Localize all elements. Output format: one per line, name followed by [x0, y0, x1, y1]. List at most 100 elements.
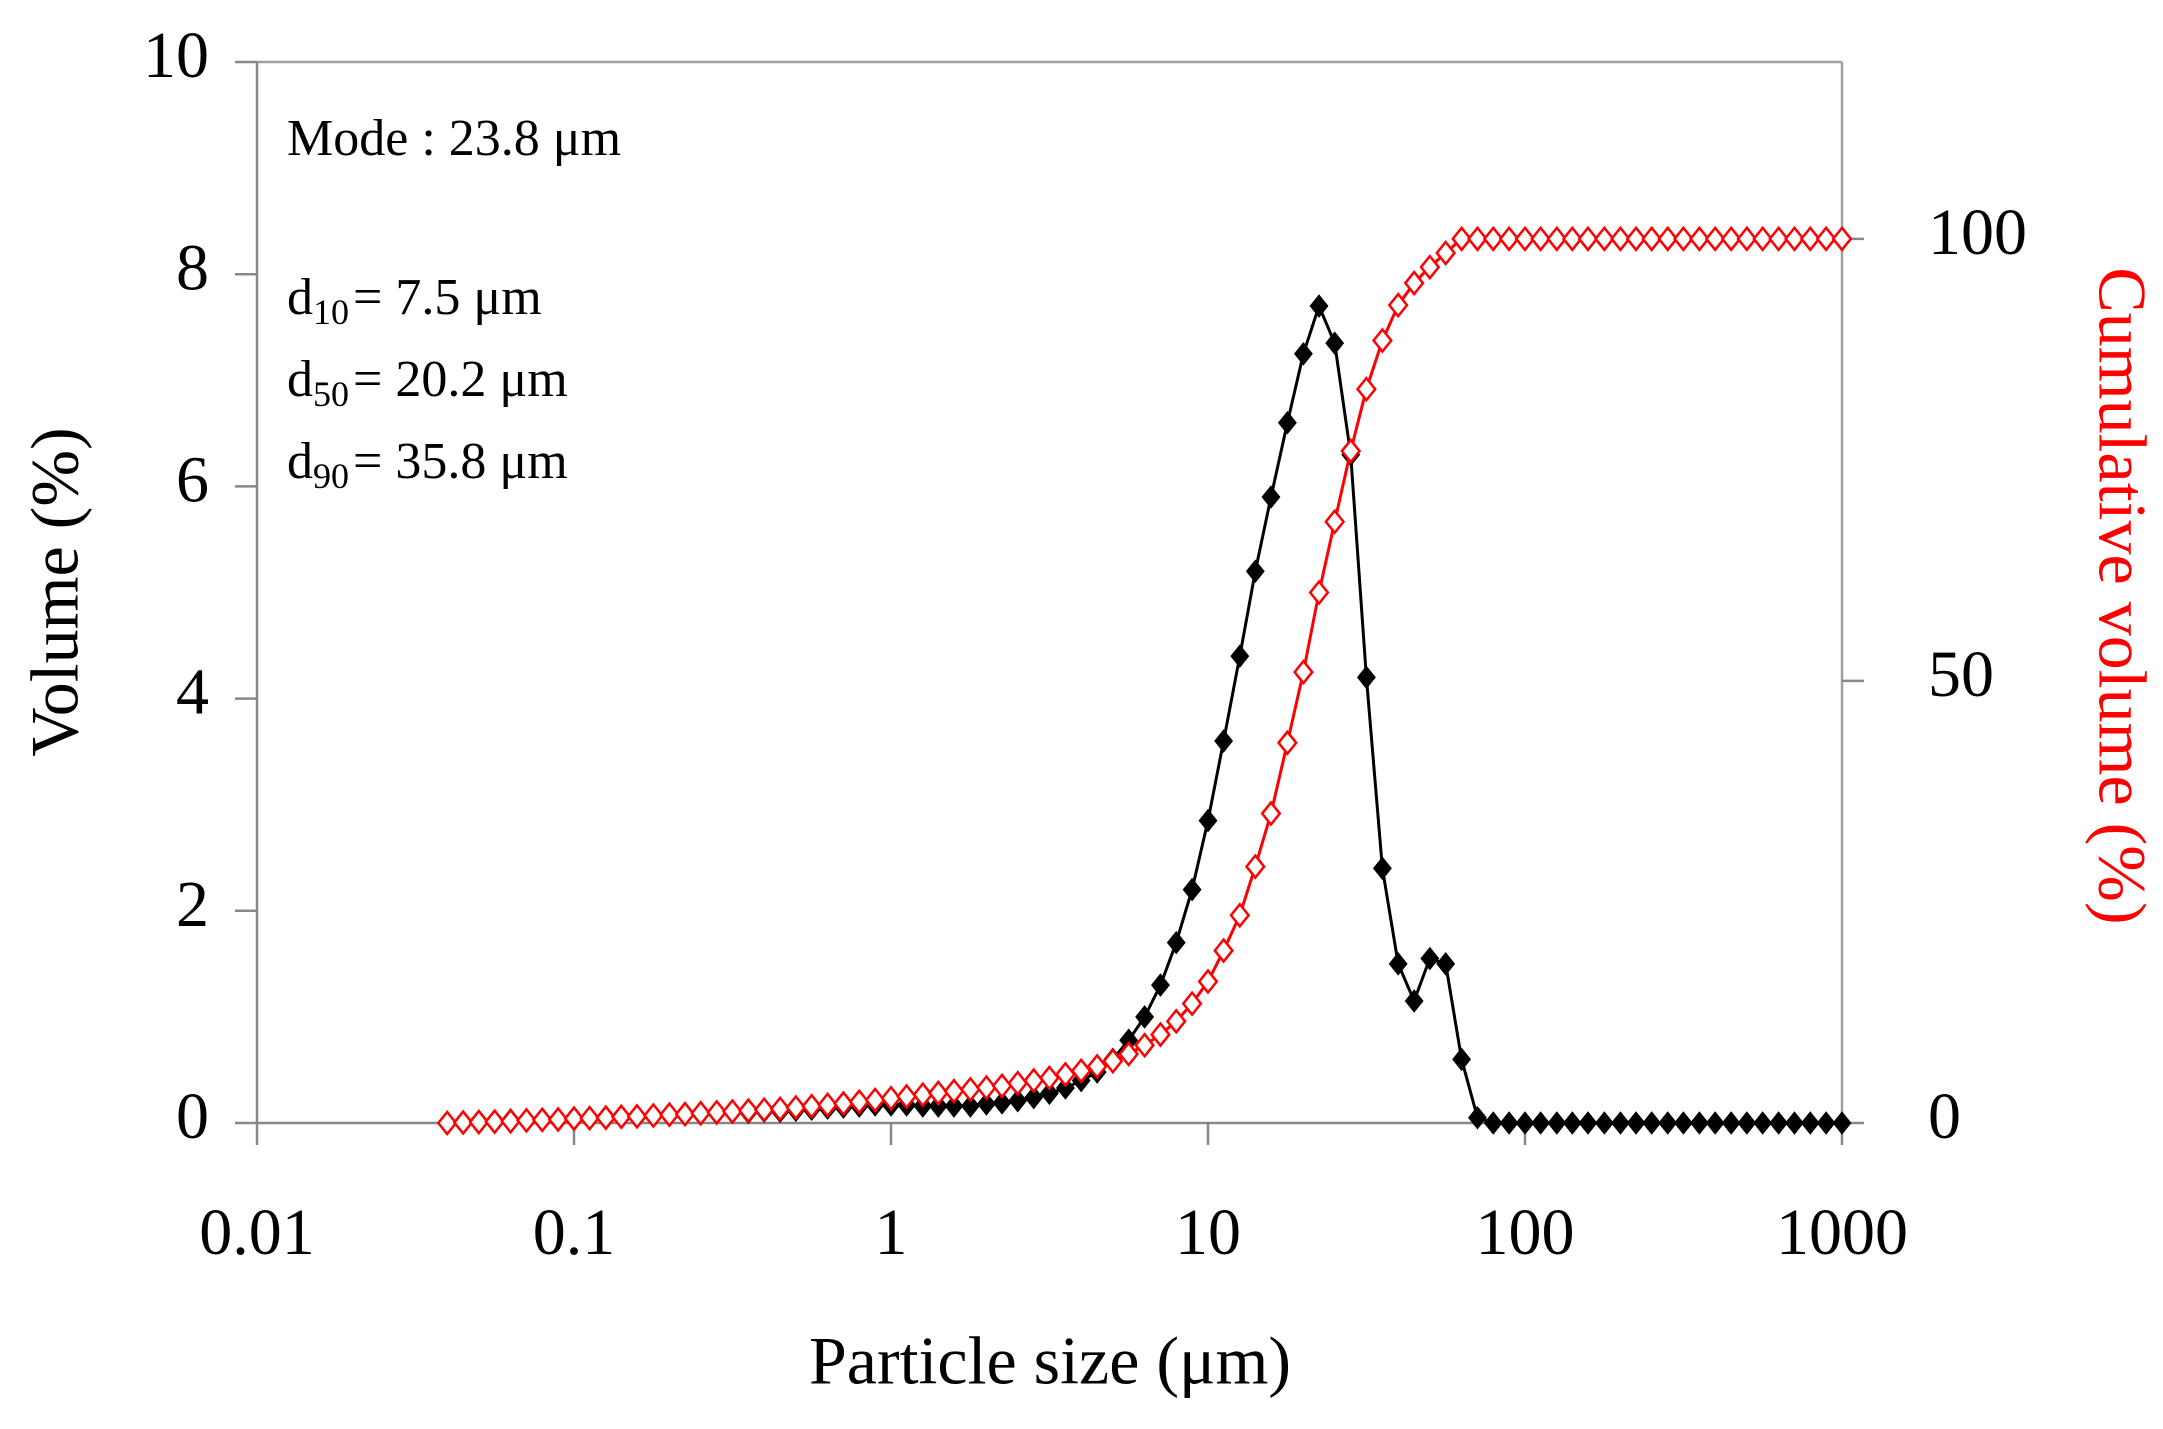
point-marker	[563, 1105, 585, 1132]
point-marker	[1689, 225, 1710, 252]
point-marker	[579, 1105, 601, 1132]
point-marker	[1340, 438, 1362, 465]
series-line	[447, 237, 1842, 1125]
point-marker	[1467, 225, 1488, 252]
point-marker	[1260, 800, 1282, 827]
point-marker	[1752, 225, 1774, 252]
point-marker	[817, 1091, 839, 1118]
annotation: Mode : 23.8 μm	[287, 110, 621, 167]
point-marker	[1118, 1041, 1140, 1068]
point-marker	[1657, 225, 1679, 252]
point-marker	[864, 1087, 886, 1114]
point-marker	[1198, 808, 1218, 833]
point-marker	[927, 1079, 949, 1106]
point-marker	[944, 1094, 964, 1118]
point-marker	[1799, 225, 1821, 252]
point-marker	[1562, 1111, 1582, 1135]
x-axis-title: Particle size (μm)	[809, 1323, 1291, 1399]
point-marker	[1531, 1111, 1551, 1135]
point-marker	[722, 1098, 743, 1125]
point-marker	[1404, 989, 1424, 1013]
point-marker	[1514, 225, 1536, 252]
y-tick-label: 6	[176, 444, 209, 517]
point-marker	[1276, 729, 1298, 756]
point-marker	[595, 1104, 617, 1131]
point-marker	[1261, 485, 1281, 509]
point-marker	[1769, 1111, 1789, 1135]
point-marker	[547, 1106, 569, 1133]
point-marker	[1166, 930, 1186, 955]
point-marker	[1547, 1111, 1567, 1135]
point-marker	[659, 1101, 680, 1128]
point-marker	[1594, 1111, 1614, 1135]
y-tick-label: 2	[176, 868, 209, 941]
point-marker	[1832, 1111, 1852, 1135]
point-marker	[1213, 937, 1235, 964]
point-marker	[1610, 1111, 1630, 1135]
annotation-rest: = 7.5 μm	[353, 269, 542, 326]
point-marker	[769, 1095, 791, 1122]
annotation-rest: = 35.8 μm	[353, 433, 568, 490]
point-marker	[976, 1074, 997, 1101]
point-marker	[1468, 1105, 1487, 1130]
annotation-base: d	[287, 269, 313, 326]
point-marker	[801, 1093, 823, 1120]
point-marker	[1721, 1111, 1741, 1135]
point-marker	[1070, 1057, 1092, 1084]
y2-tick-label: 100	[1928, 196, 2027, 269]
annotation-base: d	[287, 433, 313, 490]
point-marker	[674, 1101, 696, 1128]
point-marker	[976, 1092, 996, 1116]
point-marker	[1023, 1067, 1045, 1094]
annotation-subscript: 10	[313, 292, 349, 332]
point-marker	[626, 1103, 648, 1130]
point-marker	[1736, 225, 1758, 252]
point-marker	[1277, 410, 1297, 435]
point-marker	[690, 1100, 712, 1127]
point-marker	[738, 1097, 759, 1124]
point-marker	[1641, 225, 1663, 252]
point-marker	[1498, 225, 1520, 252]
point-marker	[959, 1076, 981, 1103]
annotation: d90= 35.8 μm	[287, 433, 568, 496]
point-marker	[1800, 1111, 1820, 1135]
point-marker	[1610, 225, 1631, 252]
point-marker	[1546, 225, 1568, 252]
point-marker	[880, 1085, 902, 1112]
point-marker	[960, 1094, 980, 1118]
point-marker	[1673, 225, 1694, 252]
point-marker	[833, 1090, 854, 1117]
point-marker	[785, 1094, 807, 1121]
point-marker	[436, 1109, 458, 1137]
point-marker	[1055, 1076, 1075, 1100]
y-tick-label: 8	[176, 231, 209, 304]
y2-tick-label: 50	[1928, 638, 1994, 711]
point-marker	[1403, 270, 1425, 297]
point-marker	[1784, 225, 1805, 252]
point-marker	[1753, 1111, 1773, 1135]
point-marker	[1704, 225, 1726, 252]
point-marker	[1483, 1111, 1503, 1135]
point-marker	[1705, 1111, 1725, 1135]
point-marker	[1309, 294, 1329, 318]
annotation: d10= 7.5 μm	[287, 269, 542, 332]
point-marker	[1658, 1111, 1678, 1135]
point-marker	[1102, 1048, 1124, 1075]
point-marker	[1530, 225, 1552, 252]
annotation-subscript: 90	[313, 456, 349, 496]
point-marker	[992, 1091, 1012, 1115]
point-marker	[516, 1107, 537, 1134]
point-marker	[1515, 1111, 1535, 1135]
point-marker	[500, 1108, 522, 1135]
x-tick-label: 1000	[1776, 1196, 1908, 1269]
point-marker	[896, 1083, 918, 1110]
point-marker	[1419, 254, 1441, 281]
y2-axis-title: Cumulative volume (%)	[2084, 267, 2160, 924]
annotation-base: d	[287, 351, 313, 408]
point-marker	[1356, 376, 1377, 403]
point-marker	[1815, 225, 1837, 252]
point-marker	[1577, 225, 1599, 252]
y-tick-label: 4	[176, 656, 209, 729]
